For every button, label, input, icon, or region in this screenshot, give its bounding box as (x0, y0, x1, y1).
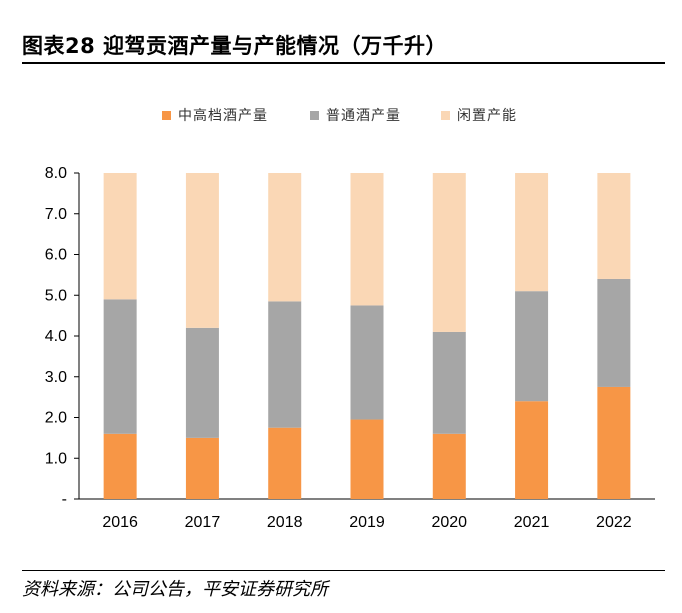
bar-segment-1 (515, 401, 549, 499)
bar-segment-2 (432, 331, 466, 434)
x-tick-label: 2020 (431, 514, 467, 531)
x-tick-label: 2022 (596, 514, 632, 531)
y-tick-label: 6.0 (45, 247, 67, 264)
bar-segment-1 (597, 386, 631, 499)
bar-segment-1 (185, 437, 219, 499)
y-tick-label: - (62, 491, 67, 508)
y-tick-label: 2.0 (45, 410, 67, 427)
source-note: 资料来源：公司公告，平安证券研究所 (22, 579, 328, 600)
y-tick-label: 8.0 (45, 165, 67, 182)
x-tick-label: 2019 (349, 514, 385, 531)
x-tick-label: 2021 (514, 514, 550, 531)
legend-swatch-2 (310, 111, 319, 120)
bar-segment-1 (432, 433, 466, 499)
bar-segment-3 (350, 173, 384, 306)
y-tick-label: 7.0 (45, 206, 67, 223)
y-tick-label: 3.0 (45, 369, 67, 386)
bar-segment-2 (103, 299, 137, 434)
legend-label-1: 中高档酒产量 (178, 107, 268, 124)
x-tick-label: 2016 (102, 514, 138, 531)
bar-segment-2 (350, 305, 384, 420)
bar-segment-2 (185, 327, 219, 438)
bar-segment-3 (515, 173, 549, 292)
source-footer: 资料来源：公司公告，平安证券研究所 (22, 570, 665, 600)
title-bar: 图表28 迎驾贡酒产量与产能情况（万千升） (22, 28, 665, 64)
chart-title: 图表28 迎驾贡酒产量与产能情况（万千升） (22, 34, 448, 58)
bar-segment-3 (103, 173, 137, 300)
legend-swatch-3 (441, 111, 450, 120)
bar-segment-3 (268, 173, 302, 302)
y-tick-label: 4.0 (45, 328, 67, 345)
bar-segment-2 (268, 301, 302, 428)
bar-segment-1 (103, 433, 137, 499)
bar-segment-3 (432, 173, 466, 332)
legend-label-2: 普通酒产量 (326, 108, 401, 124)
bar-segment-1 (268, 427, 302, 499)
bar-segment-2 (597, 278, 631, 387)
x-tick-label: 2017 (185, 514, 221, 531)
bar-segment-3 (597, 173, 631, 279)
legend-swatch-1 (162, 111, 171, 120)
y-tick-label: 1.0 (45, 450, 67, 467)
bar-segment-2 (515, 291, 549, 402)
y-tick-label: 5.0 (45, 287, 67, 304)
x-tick-label: 2018 (267, 514, 303, 531)
legend-label-3: 闲置产能 (457, 108, 517, 124)
bar-segment-1 (350, 419, 384, 499)
bar-segment-3 (185, 173, 219, 328)
